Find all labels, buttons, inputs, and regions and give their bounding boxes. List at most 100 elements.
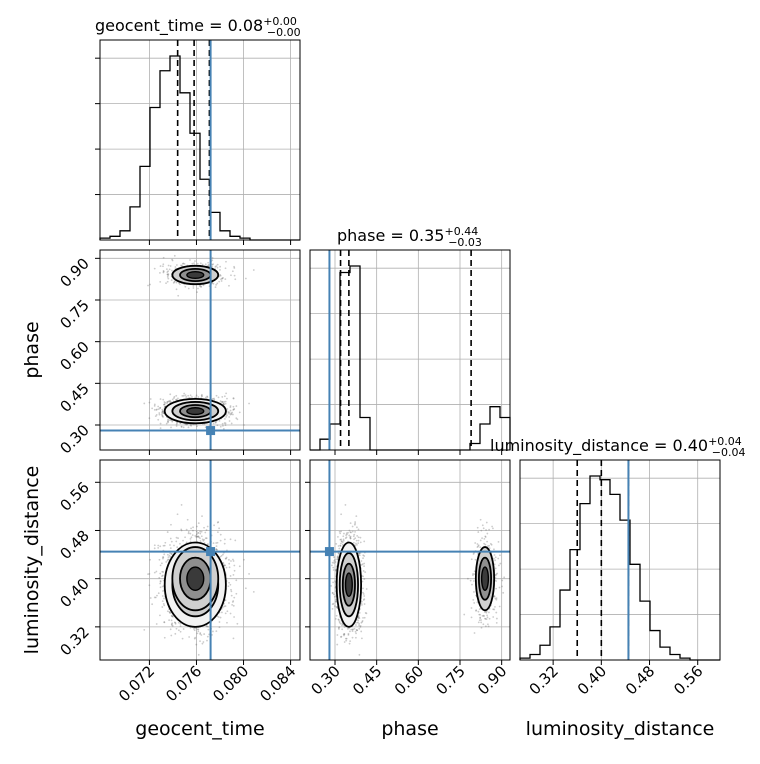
sample-point	[200, 540, 202, 542]
sample-point	[197, 532, 199, 534]
sample-point	[198, 522, 200, 524]
sample-point	[224, 539, 226, 541]
sample-point	[182, 638, 184, 640]
density-contour-1-0-0-3	[187, 408, 204, 415]
sample-point	[177, 513, 179, 515]
sample-point	[338, 626, 340, 628]
sample-point	[234, 278, 236, 280]
sample-point	[143, 629, 145, 631]
sample-point	[162, 600, 164, 602]
sample-point	[199, 533, 201, 535]
sample-point	[171, 279, 173, 281]
sample-point	[165, 561, 167, 563]
sample-point	[154, 268, 156, 270]
sample-point	[159, 272, 161, 274]
sample-point	[222, 425, 224, 427]
sample-point	[183, 393, 185, 395]
sample-point	[197, 288, 199, 290]
sample-point	[234, 275, 236, 277]
sample-point	[155, 571, 157, 573]
sample-point	[358, 623, 360, 625]
sample-point	[223, 428, 225, 430]
sample-point	[216, 545, 218, 547]
sample-point	[220, 617, 222, 619]
sample-point	[148, 584, 150, 586]
sample-point	[184, 263, 186, 265]
sample-point	[363, 595, 365, 597]
sample-point	[206, 537, 208, 539]
sample-point	[355, 624, 357, 626]
sample-point	[155, 409, 157, 411]
sample-point	[231, 590, 233, 592]
sample-point	[215, 422, 217, 424]
sample-point	[188, 636, 190, 638]
sample-point	[162, 399, 164, 401]
title-minus-luminosity_distance: −0.04	[712, 446, 746, 459]
sample-point	[253, 269, 255, 271]
sample-point	[224, 418, 226, 420]
sample-point	[162, 556, 164, 558]
sample-point	[243, 559, 245, 561]
sample-point	[224, 422, 226, 424]
sample-point	[167, 554, 169, 556]
sample-point	[207, 262, 209, 264]
sample-point	[174, 255, 176, 257]
sample-point	[213, 542, 215, 544]
sample-point	[467, 578, 469, 580]
sample-point	[232, 600, 234, 602]
sample-point	[164, 542, 166, 544]
sample-point	[190, 536, 192, 538]
sample-point	[218, 396, 220, 398]
hist-panel-phase: phase = 0.35+0.44−0.03	[310, 225, 510, 455]
sample-point	[176, 628, 178, 630]
sample-point	[217, 542, 219, 544]
sample-point	[174, 622, 176, 624]
sample-point	[162, 265, 164, 267]
sample-point	[215, 284, 217, 286]
sample-point	[181, 530, 183, 532]
sample-point	[226, 622, 228, 624]
sample-point	[229, 420, 231, 422]
sample-point	[232, 409, 234, 411]
title-minus-phase: −0.03	[448, 236, 482, 249]
sample-point	[494, 554, 496, 556]
histogram-geocent_time	[100, 56, 300, 240]
sample-point	[356, 622, 358, 624]
sample-point	[190, 394, 192, 396]
sample-point	[159, 407, 161, 409]
sample-point	[164, 402, 166, 404]
sample-point	[495, 556, 497, 558]
sample-point	[185, 394, 187, 396]
sample-point	[486, 522, 488, 524]
sample-point	[170, 628, 172, 630]
sample-point	[160, 398, 162, 400]
sample-point	[231, 604, 233, 606]
sample-point	[192, 526, 194, 528]
sample-point	[163, 257, 165, 259]
sample-point	[232, 270, 234, 272]
sample-point	[215, 630, 217, 632]
sample-point	[163, 604, 165, 606]
sample-point	[194, 260, 196, 262]
sample-point	[159, 573, 161, 575]
sample-point	[159, 614, 161, 616]
sample-point	[198, 654, 200, 656]
sample-point	[229, 406, 231, 408]
sample-point	[234, 540, 236, 542]
sample-point	[167, 560, 169, 562]
sample-point	[149, 402, 151, 404]
sample-point	[171, 615, 173, 617]
sample-point	[160, 423, 162, 425]
sample-point	[165, 282, 167, 284]
sample-point	[196, 395, 198, 397]
title-main-luminosity_distance: luminosity_distance = 0.40	[490, 436, 708, 456]
sample-point	[473, 591, 475, 593]
sample-point	[228, 559, 230, 561]
sample-point	[480, 619, 482, 621]
sample-point	[353, 534, 355, 536]
sample-point	[230, 613, 232, 615]
sample-point	[157, 547, 159, 549]
sample-point	[232, 559, 234, 561]
sample-point	[203, 284, 205, 286]
sample-point	[358, 528, 360, 530]
